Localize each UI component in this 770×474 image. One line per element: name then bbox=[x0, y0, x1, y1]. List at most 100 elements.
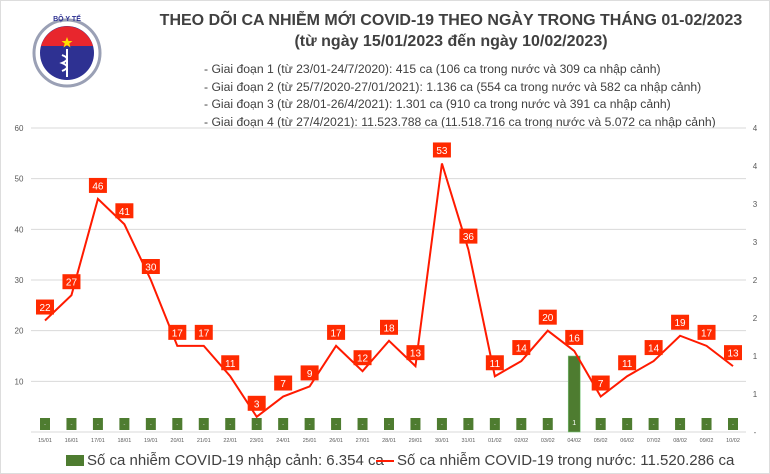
bar-data-label: - bbox=[547, 422, 549, 428]
phase-summary: - Giai đoạn 1 (từ 23/01-24/7/2020): 415 … bbox=[204, 61, 716, 131]
bar-data-label: - bbox=[520, 422, 522, 428]
line-data-label: 53 bbox=[436, 146, 448, 157]
bar bbox=[198, 418, 209, 430]
bar-data-label: - bbox=[467, 422, 469, 428]
right-axis-tick: 2 bbox=[753, 314, 758, 323]
x-axis-tick: 26/01 bbox=[329, 438, 343, 444]
bar bbox=[436, 418, 447, 430]
line-data-label-box bbox=[194, 324, 213, 340]
bar-data-label: - bbox=[123, 422, 125, 428]
bar-data-label: - bbox=[150, 422, 152, 428]
line-data-label: 17 bbox=[198, 328, 210, 339]
line-data-label-box bbox=[36, 299, 54, 315]
bar-data-label: - bbox=[70, 422, 72, 428]
line-data-label: 17 bbox=[701, 328, 713, 339]
bar-data-label: - bbox=[626, 422, 628, 428]
line-data-label: 13 bbox=[410, 349, 422, 360]
x-axis-tick: 20/01 bbox=[170, 438, 184, 444]
line-data-label-box bbox=[221, 355, 240, 371]
x-axis-tick: 29/01 bbox=[409, 438, 423, 444]
bar-data-label: - bbox=[653, 422, 655, 428]
bar-data-label: - bbox=[494, 422, 496, 428]
line-data-label-box bbox=[432, 142, 451, 158]
line-data-label-box bbox=[538, 309, 557, 325]
right-axis-tick: 3 bbox=[753, 238, 758, 247]
line-data-label-box bbox=[591, 375, 610, 391]
bar-data-label: - bbox=[414, 422, 416, 428]
line-data-label: 27 bbox=[66, 278, 78, 289]
bar-data-label: - bbox=[176, 422, 178, 428]
bar bbox=[304, 418, 315, 430]
x-axis-tick: 01/02 bbox=[488, 438, 502, 444]
line-data-label-box bbox=[697, 324, 716, 340]
x-axis-tick: 16/01 bbox=[65, 438, 79, 444]
line-data-label-box bbox=[115, 203, 134, 219]
x-axis-tick: 06/02 bbox=[620, 438, 634, 444]
x-axis-tick: 25/01 bbox=[303, 438, 317, 444]
line-data-label-box bbox=[168, 324, 187, 340]
x-axis-tick: 05/02 bbox=[594, 438, 608, 444]
bar bbox=[516, 418, 527, 430]
legend-line: Số ca nhiễm COVID-19 trong nước: 11.520.… bbox=[376, 452, 734, 469]
line-data-label: 3 bbox=[254, 399, 260, 410]
line-data-label-box bbox=[724, 345, 742, 361]
x-axis-tick: 04/02 bbox=[567, 438, 581, 444]
x-axis-tick: 23/01 bbox=[250, 438, 264, 444]
bar-data-label: - bbox=[97, 422, 99, 428]
right-axis-tick: - bbox=[754, 428, 757, 437]
x-axis-tick: 18/01 bbox=[118, 438, 132, 444]
bar-data-label: - bbox=[229, 422, 231, 428]
bar bbox=[40, 418, 50, 430]
bar-data-label: - bbox=[706, 422, 708, 428]
x-axis-tick: 31/01 bbox=[462, 438, 476, 444]
line-data-label-box bbox=[247, 395, 266, 411]
bar bbox=[66, 418, 77, 430]
phase-2: - Giai đoạn 2 (từ 25/7/2020-27/01/2021):… bbox=[204, 79, 702, 94]
right-axis-tick: 3 bbox=[753, 200, 758, 209]
x-axis-tick: 21/01 bbox=[197, 438, 211, 444]
right-axis-tick: 4 bbox=[753, 124, 758, 133]
line-data-label: 14 bbox=[516, 344, 528, 355]
x-axis-tick: 17/01 bbox=[91, 438, 105, 444]
line-data-label-box bbox=[565, 329, 584, 345]
line-data-label: 19 bbox=[675, 318, 687, 329]
domestic-cases-line bbox=[44, 163, 734, 419]
left-axis-tick: 20 bbox=[15, 327, 24, 336]
phase-4: - Giai đoạn 4 (từ 27/4/2021): 11.523.788… bbox=[204, 114, 716, 129]
bar-data-label: - bbox=[362, 422, 364, 428]
bar bbox=[92, 418, 103, 430]
line-data-label-box bbox=[141, 259, 160, 274]
bar-data-label: - bbox=[309, 422, 311, 428]
line-data-label: 14 bbox=[648, 344, 660, 355]
x-axis-tick: 15/01 bbox=[38, 438, 52, 444]
bar bbox=[225, 418, 236, 430]
x-axis-tick: 02/02 bbox=[514, 438, 528, 444]
line-data-label: 46 bbox=[92, 181, 104, 192]
x-axis-tick: 19/01 bbox=[144, 438, 158, 444]
bar-data-label: - bbox=[335, 422, 337, 428]
line-data-label: 7 bbox=[598, 379, 604, 390]
bar bbox=[728, 418, 738, 430]
bar-data-label: - bbox=[282, 422, 284, 428]
bar bbox=[489, 418, 500, 430]
bar bbox=[622, 418, 633, 430]
line-data-label: 20 bbox=[542, 313, 554, 324]
line-data-label: 11 bbox=[622, 359, 633, 370]
line-data-label-box bbox=[380, 319, 398, 335]
x-axis-tick: 22/01 bbox=[223, 438, 237, 444]
bar bbox=[567, 355, 581, 433]
chart-subtitle: (từ ngày 15/01/2023 đến ngày 10/02/2023) bbox=[294, 33, 608, 50]
bar bbox=[145, 418, 156, 430]
bar-data-label: - bbox=[44, 422, 46, 428]
line-data-label: 41 bbox=[119, 207, 131, 218]
phase-1: - Giai đoạn 1 (từ 23/01-24/7/2020): 415 … bbox=[204, 62, 661, 76]
right-axis-tick: 1 bbox=[753, 390, 758, 399]
line-data-label: 9 bbox=[307, 369, 313, 380]
x-axis-tick: 27/01 bbox=[356, 438, 370, 444]
line-data-label-box bbox=[485, 355, 504, 371]
x-axis-tick: 08/02 bbox=[673, 438, 687, 444]
legend-bar: Số ca nhiễm COVID-19 nhập cảnh: 6.354 ca bbox=[66, 452, 384, 469]
right-axis-tick: 2 bbox=[753, 276, 758, 285]
bar-data-label: - bbox=[600, 422, 602, 428]
